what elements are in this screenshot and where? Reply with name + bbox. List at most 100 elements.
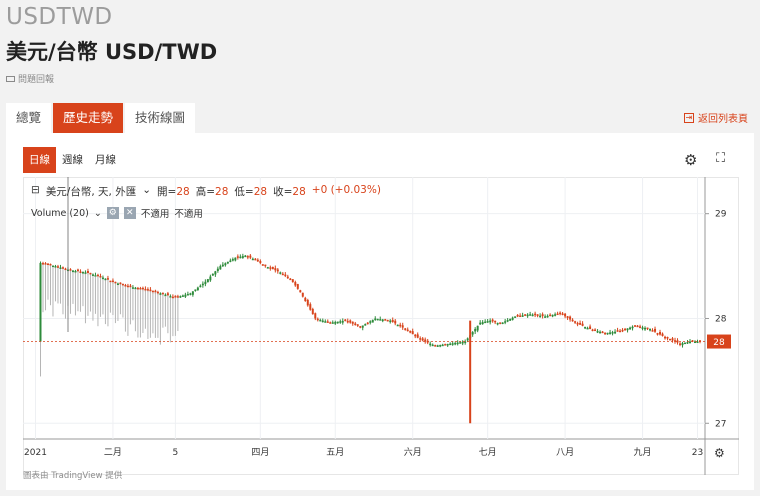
candle-body [506,320,509,322]
candle-body [456,342,459,345]
candle-body [344,319,347,322]
candle-body [181,295,184,297]
candle-body [196,287,199,291]
candle-body [224,263,227,266]
candle-body [686,342,689,344]
dropdown-icon[interactable]: ⌄ [142,184,152,196]
candle-body [671,338,674,341]
candle-body [631,326,634,329]
candle-body [366,322,369,325]
candle-body [601,331,604,334]
candle-body [124,285,127,287]
candle-body [51,265,54,268]
candle-body [489,320,492,323]
candle-body [356,324,359,326]
interval-daily[interactable]: 日線 [23,147,56,173]
volume-label[interactable]: Volume (20) [31,207,89,219]
candle-body [174,295,177,298]
candle-body [529,314,532,316]
candle-body [646,327,649,330]
candle-body [91,274,94,276]
candle-body [656,333,659,335]
candle-body [691,340,694,342]
legend-symbol[interactable]: 美元/台幣, 天, 外匯 [45,186,137,198]
candle-body [99,275,102,278]
candle-body [284,274,287,277]
interval-weekly[interactable]: 週線 [62,154,83,166]
candle-body [226,261,229,264]
candle-body [561,313,564,315]
candle-body [401,325,404,328]
candle-body [449,343,452,346]
candle-body [499,322,502,324]
candle-body [406,329,409,332]
candle-body [459,342,462,344]
candle-body [626,328,629,331]
candle-body [394,320,397,324]
dropdown-icon[interactable]: ⌄ [93,207,102,219]
chart-panel: 日線 週線 月線 ⚙ ⛶ 2021 二月 5 四月 五月 六月 七月 八月 九月 23 29 28 27… [6,133,754,490]
candle-body [676,340,679,343]
candle-body [376,318,379,321]
fullscreen-icon[interactable]: ⛶ [716,151,726,166]
interval-monthly[interactable]: 月線 [95,154,116,166]
candle-body [166,293,169,296]
candle-body [216,268,219,271]
candle-body [351,321,354,324]
candle-body [564,313,567,317]
candle-body [61,267,64,269]
back-label: 返回列表頁 [698,114,748,125]
back-to-list-link[interactable]: ⇥ 返回列表頁 [684,110,748,125]
close-icon[interactable]: ✕ [123,207,136,219]
candle-body [624,328,627,331]
candle-body [441,344,444,347]
candle-body [444,344,447,346]
candle-body [549,314,552,317]
candle-body [384,319,387,321]
settings-icon[interactable]: ⚙ [106,207,119,219]
candle-body [236,256,239,258]
y-tick-label: 28 [715,314,727,324]
candle-body [291,279,294,283]
candle-body [131,287,134,289]
tab-technical[interactable]: 技術線圖 [125,103,196,133]
gear-icon[interactable]: ⚙ [684,151,698,169]
candle-body [114,281,117,284]
last-price-label: 28 [713,338,725,348]
candle-body [614,331,617,334]
candle-body [151,290,154,293]
x-tick-label: 四月 [251,447,269,458]
interval-selector: 日線 週線 月線 [23,147,122,173]
candle-body [491,319,494,322]
chart-legend: ⊟ 美元/台幣, 天, 外匯 ⌄ 開=28 高=28 低=28 收=28 +0 … [31,184,381,199]
candle-body [541,314,544,317]
y-tick-label: 29 [715,210,727,220]
legend-change: +0 (+0.03%) [311,184,381,196]
candle-body [154,290,157,293]
candle-body [109,280,112,283]
legend-low: 低=28 [234,186,268,198]
candle-body [494,320,497,323]
candle-body [211,273,214,276]
candle-body [56,266,59,268]
candle-body [144,288,147,291]
tab-overview[interactable]: 總覽 [6,103,52,133]
chart-frame [23,177,739,475]
tab-history[interactable]: 歷史走勢 [53,103,124,133]
candle-body [106,278,109,280]
candle-body [299,290,302,293]
report-link[interactable]: 問題回報 [6,72,54,85]
price-chart[interactable]: 2021 二月 5 四月 五月 六月 七月 八月 九月 23 29 28 27 28 ⚙ ⊟ 美元/台幣, … [23,177,739,475]
candle-body [324,321,327,323]
candle-body [554,314,557,316]
candle-body [219,266,222,270]
candle-body [471,332,474,335]
candle-body [374,318,377,320]
candle-body [361,325,364,328]
candle-body [619,330,622,333]
collapse-icon[interactable]: ⊟ [31,184,40,196]
candle-body [164,294,167,297]
candle-body [464,341,467,344]
candle-body [254,258,257,261]
candle-body [466,338,469,341]
